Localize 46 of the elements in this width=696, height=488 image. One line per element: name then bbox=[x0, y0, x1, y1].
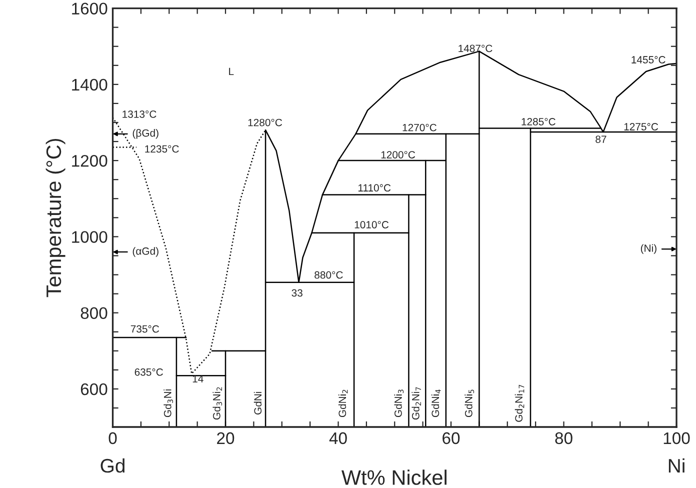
annotation: Gd$_{3}$Ni$_{2}$ bbox=[212, 387, 222, 420]
y-tick-label: 1200 bbox=[72, 154, 108, 167]
annotation: 1455°C bbox=[632, 56, 666, 64]
text: Ni bbox=[668, 458, 684, 472]
text: Gd bbox=[100, 458, 124, 473]
annotation: GdNi$_{4}$ bbox=[431, 390, 441, 418]
annotation: GdNi$_{5}$ bbox=[464, 390, 474, 418]
x-tick-label: 60 bbox=[442, 432, 460, 444]
annotation: Gd$_{2}$Ni$_{7}$ bbox=[412, 387, 421, 420]
y-axis-title: Temperature (°C) bbox=[46, 138, 66, 298]
annotation: 1487°C bbox=[458, 44, 492, 52]
annotation: 1010°C bbox=[354, 221, 389, 228]
y-tick-label: 1000 bbox=[72, 231, 108, 243]
annotation: 1313°C bbox=[122, 110, 156, 118]
annotation: 33 bbox=[292, 289, 302, 297]
annotation: 1200°C bbox=[381, 151, 416, 158]
annotation: 14 bbox=[192, 375, 204, 382]
annotation: (Ni) bbox=[640, 244, 656, 254]
annotation: 1275°C bbox=[624, 123, 658, 130]
annotation: 880°C bbox=[314, 271, 343, 279]
x-tick-label: 0 bbox=[108, 432, 117, 444]
annotation: 1280°C bbox=[248, 118, 282, 126]
annotation: 87 bbox=[596, 136, 606, 143]
annotation: 635°C bbox=[134, 368, 163, 376]
x-tick-label: 20 bbox=[217, 432, 234, 444]
annotation: GdNi$_{3}$ bbox=[394, 390, 404, 418]
annotation: (βGd) bbox=[132, 129, 158, 139]
annotation: 1270°C bbox=[402, 124, 436, 132]
y-tick-label: 1600 bbox=[72, 2, 108, 14]
annotation: Gd$_{3}$Ni bbox=[164, 390, 174, 418]
annotation: GdNi$_{2}$ bbox=[338, 390, 348, 418]
x-tick-label: 40 bbox=[329, 432, 347, 444]
y-tick-label: 1400 bbox=[72, 78, 108, 91]
annotation: 1285°C bbox=[522, 118, 556, 126]
annotation: 1235°C bbox=[145, 145, 179, 153]
annotation: (αGd) bbox=[132, 247, 158, 257]
y-tick-label: 800 bbox=[80, 307, 108, 320]
y-tick-label: 600 bbox=[80, 383, 108, 396]
annotation: 735°C bbox=[130, 325, 160, 333]
x-tick-label: 100 bbox=[664, 432, 690, 444]
annotation: 1110°C bbox=[358, 184, 391, 192]
annotation: L bbox=[229, 68, 234, 76]
annotation: Gd$_{2}$Ni$_{17}$ bbox=[514, 384, 524, 422]
x-tick-label: 80 bbox=[555, 432, 572, 444]
annotation: GdNi bbox=[254, 392, 262, 414]
x-axis-title: Wt% Nickel bbox=[341, 470, 446, 485]
